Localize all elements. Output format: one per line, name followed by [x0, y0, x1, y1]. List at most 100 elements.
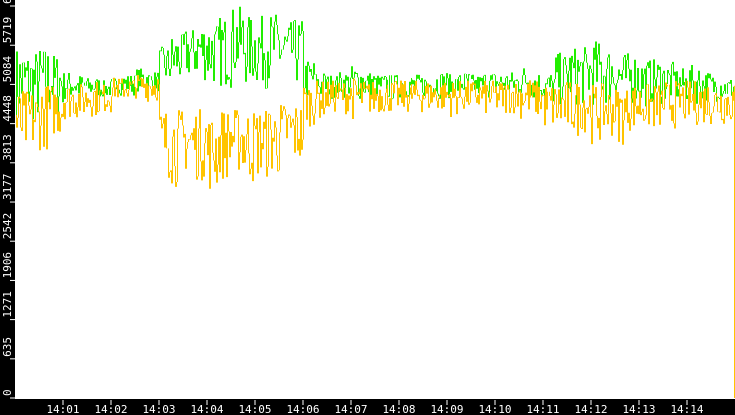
- series-1-segment: [327, 80, 339, 112]
- series-1-segment: [303, 87, 315, 140]
- series-0-segment: [27, 54, 39, 120]
- series-0-segment: [195, 34, 207, 81]
- x-tick-label: 14:13: [622, 403, 655, 415]
- series-1-segment: [243, 113, 255, 182]
- y-tick-label: 3177: [1, 174, 14, 201]
- series-1-segment: [207, 122, 219, 189]
- series-0-segment: [651, 59, 663, 104]
- x-tick-label: 14:01: [46, 403, 79, 415]
- series-0-segment: [207, 26, 219, 81]
- x-tick-label: 14:02: [94, 403, 127, 415]
- series-1-segment: [363, 82, 375, 112]
- series-1-segment: [351, 78, 363, 119]
- series-1-segment: [75, 84, 87, 118]
- x-tick-label: 14:11: [526, 403, 559, 415]
- series-1-segment: [111, 77, 123, 113]
- series-0-segment: [267, 14, 279, 89]
- series-1-segment: [135, 75, 147, 99]
- series-1-segment: [603, 83, 615, 136]
- series-1-segment: [63, 88, 75, 120]
- series-1-segment: [532, 81, 543, 114]
- series-1-segment: [591, 83, 603, 145]
- x-tick-label: 14:10: [478, 403, 511, 415]
- series-0-segment: [279, 22, 291, 59]
- x-axis: 14:01 14:02 14:03 14:04 14:05 14:06 14:07 14:08…: [46, 400, 704, 415]
- series-1-segment: [387, 81, 399, 111]
- y-tick-label: 635: [1, 337, 14, 357]
- series-1-segment: [711, 93, 723, 124]
- series-1-segment: [375, 84, 388, 112]
- series-0-segment: [171, 34, 183, 75]
- series-0-segment: [63, 73, 75, 103]
- series-0-segment: [255, 15, 267, 89]
- y-tick-label: 1906: [1, 252, 14, 279]
- series-1-segment: [423, 83, 435, 108]
- y-tick-label: 2542: [1, 213, 14, 240]
- series-0-segment: [603, 54, 615, 103]
- series-1-segment: [99, 84, 111, 113]
- series-1-segment: [495, 83, 507, 113]
- y-tick-label: 0: [1, 389, 14, 396]
- series-1-segment: [315, 80, 327, 118]
- x-tick-label: 14:09: [430, 403, 463, 415]
- series-1-segment: [411, 80, 423, 113]
- series-1-segment: [231, 110, 243, 170]
- series-0-segment: [16, 51, 27, 127]
- series-1-segment: [147, 79, 159, 102]
- series-1-segment: [447, 83, 459, 117]
- series-1-segment: [195, 109, 207, 181]
- series-1-segment: [399, 80, 412, 112]
- series-0-segment: [219, 18, 231, 88]
- y-tick-label: 6355: [1, 0, 14, 4]
- series-1-segment: [615, 89, 627, 145]
- x-tick-label: 14:07: [334, 403, 367, 415]
- y-tick-label: 4448: [1, 95, 14, 122]
- series-1-segment: [16, 91, 27, 141]
- y-tick-label: 3813: [1, 134, 14, 161]
- series-1-segment: [459, 80, 471, 109]
- x-tick-label: 14:04: [190, 403, 223, 415]
- series-1-segment: [339, 82, 351, 115]
- series-1-segment: [675, 80, 687, 129]
- x-tick-label: 14:03: [142, 403, 175, 415]
- series-1-segment: [507, 84, 519, 114]
- series-1-segment: [627, 87, 639, 131]
- series-0-segment: [291, 20, 303, 81]
- series-1-segment: [543, 87, 555, 126]
- series-1-segment: [699, 87, 711, 124]
- series-1-segment: [567, 82, 579, 136]
- series-1-segment: [435, 82, 447, 109]
- y-tick-label: 1271: [1, 291, 14, 318]
- series-0-segment: [231, 6, 243, 88]
- series-0-segment: [183, 30, 195, 73]
- series-0-segment: [243, 17, 255, 82]
- series-1-segment: [27, 91, 39, 140]
- series-1-segment: [723, 85, 735, 124]
- series-0-segment: [663, 61, 675, 99]
- series-0: [16, 6, 735, 127]
- x-tick-label: 14:06: [286, 403, 319, 415]
- series-0-segment: [39, 51, 51, 104]
- series-1-segment: [123, 80, 135, 97]
- x-tick-label: 14:14: [670, 403, 703, 415]
- y-axis: 0 635 1271 1906 2542 3177 3813 4448 5084 5719 6355: [1, 0, 15, 399]
- series-1-segment: [255, 111, 267, 177]
- series-0-segment: [375, 75, 388, 95]
- series-1-segment: [171, 110, 183, 187]
- series-1-segment: [51, 87, 63, 134]
- y-tick-label: 5719: [1, 17, 14, 44]
- series-1-segment: [579, 87, 591, 133]
- series-0-segment: [579, 47, 591, 103]
- series-1-segment: [87, 82, 99, 117]
- y-tick-label: 5084: [1, 56, 14, 83]
- series-1-segment: [39, 86, 51, 151]
- plot-area: [15, 0, 735, 399]
- series-1-segment: [291, 108, 303, 156]
- x-tick-label: 14:08: [382, 403, 415, 415]
- series-1-segment: [651, 85, 663, 127]
- series-1-segment: [471, 82, 483, 105]
- series-1-segment: [279, 105, 291, 171]
- series-1-segment: [687, 80, 699, 125]
